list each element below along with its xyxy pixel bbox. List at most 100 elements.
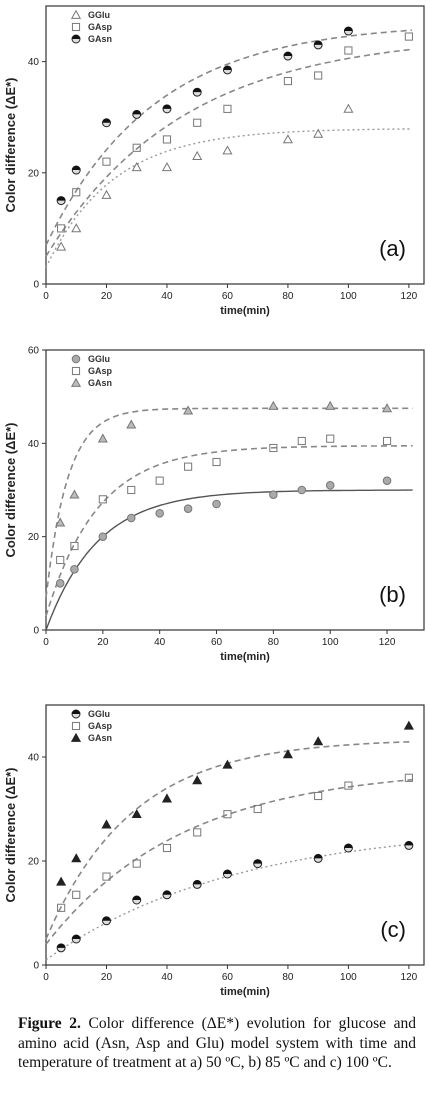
x-tick-label: 120 <box>401 291 418 302</box>
x-tick-label: 100 <box>322 637 339 648</box>
data-point-gasn <box>126 419 137 429</box>
chart-panel-2: 0 20 40 60 80 100 120 0 20 40 60 time(min) Color dif… <box>3 346 425 663</box>
data-point-gglu <box>132 895 142 905</box>
panel-label: (a) <box>379 236 406 261</box>
x-tick-label: 80 <box>268 637 280 648</box>
legend-label-gasn: GAsn <box>88 733 112 743</box>
data-point-gasp <box>344 781 353 790</box>
data-point-gasn <box>192 87 202 97</box>
y-axis-label: Color difference (ΔE*) <box>3 767 18 902</box>
data-point-gasp <box>404 773 413 782</box>
legend-marker-gasn <box>70 732 82 742</box>
data-point-gasn <box>101 819 112 829</box>
data-point-gasn <box>382 403 393 413</box>
x-tick-label: 60 <box>222 291 234 302</box>
data-point-gglu <box>71 934 81 944</box>
legend-marker-gglu <box>71 354 81 364</box>
data-point-gasn <box>132 109 142 119</box>
x-tick-label: 100 <box>340 972 357 983</box>
y-axis-label: Color difference (ΔE*) <box>3 422 18 557</box>
y-tick-label: 20 <box>28 168 40 179</box>
data-point-gasn <box>71 165 81 175</box>
y-tick-label: 20 <box>28 532 40 543</box>
data-point-gglu <box>325 481 335 490</box>
data-point-gasn <box>268 400 279 410</box>
x-tick-label: 40 <box>161 291 173 302</box>
y-tick-label: 60 <box>28 346 40 357</box>
data-point-gglu <box>222 145 233 155</box>
data-point-gasp <box>70 541 79 551</box>
legend-label-gglu: GGlu <box>88 10 110 20</box>
x-tick-label: 120 <box>379 637 396 648</box>
data-point-gasn <box>71 853 82 863</box>
data-point-gglu <box>222 869 232 879</box>
fit-curve-gasn <box>45 407 413 598</box>
data-point-gasn <box>69 489 80 499</box>
data-point-gglu <box>70 565 79 574</box>
x-tick-label: 20 <box>101 291 113 302</box>
data-point-gglu <box>55 579 65 588</box>
data-point-gasn <box>222 759 233 769</box>
x-axis-label: time(min) <box>220 986 270 998</box>
data-point-gglu <box>313 853 323 863</box>
legend-marker-gasn <box>70 377 82 387</box>
data-point-gglu <box>282 134 293 144</box>
data-point-gglu <box>404 840 414 850</box>
data-point-gglu <box>183 504 193 513</box>
data-point-gglu <box>343 843 353 853</box>
data-point-gasp <box>404 32 413 41</box>
x-tick-label: 120 <box>401 972 418 983</box>
data-point-gglu <box>297 485 307 495</box>
data-point-gasn <box>97 433 108 443</box>
data-point-gglu <box>101 916 111 926</box>
data-point-gglu <box>212 499 221 509</box>
data-point-gasn <box>283 51 293 61</box>
data-point-gasp <box>223 810 232 819</box>
legend-marker-gglu <box>70 9 82 19</box>
data-point-gasp <box>132 859 141 868</box>
data-point-gglu <box>269 490 278 499</box>
data-point-gasn <box>55 517 66 527</box>
data-point-gasp <box>57 224 66 233</box>
data-point-gasn <box>325 400 336 410</box>
data-point-gglu <box>343 103 354 113</box>
data-point-gasn <box>222 65 232 75</box>
data-point-gasp <box>193 118 202 127</box>
legend-label-gglu: GGlu <box>88 709 110 719</box>
x-tick-label: 40 <box>161 972 173 983</box>
x-tick-label: 20 <box>101 972 113 983</box>
data-point-gasp <box>314 71 323 80</box>
y-tick-label: 0 <box>33 280 39 291</box>
data-point-gasp <box>326 434 335 443</box>
data-point-gglu <box>56 241 67 251</box>
legend-marker-gasp <box>71 721 81 731</box>
fit-curve-gglu <box>45 843 412 961</box>
data-point-gglu <box>131 162 142 172</box>
data-point-gglu <box>126 513 136 523</box>
data-point-gasp <box>223 104 232 113</box>
data-point-gasn <box>131 808 142 819</box>
data-point-gasn <box>56 876 67 886</box>
data-point-gglu <box>162 890 172 900</box>
x-tick-label: 80 <box>282 972 294 983</box>
data-point-gasn <box>313 40 323 50</box>
fit-curve-gasn <box>45 29 412 246</box>
data-point-gglu <box>161 162 173 172</box>
data-point-gglu <box>382 476 392 485</box>
data-point-gasp <box>253 804 262 814</box>
panel-label: (b) <box>379 582 406 607</box>
x-axis-label: time(min) <box>220 651 270 663</box>
chart-panel-3: 0 20 40 60 80 100 120 0 20 40 time(min) Color diffe… <box>3 704 425 998</box>
figure-canvas: 0 20 40 60 80 100 120 0 20 40 time(min) Color diffe… <box>3 5 425 998</box>
caption-label: Figure 2. <box>18 1015 81 1032</box>
y-axis-label: Color difference (ΔE*) <box>3 77 18 212</box>
data-point-gasp <box>283 76 292 86</box>
legend-label-gglu: GGlu <box>88 354 110 364</box>
x-tick-label: 80 <box>282 291 294 302</box>
x-tick-label: 0 <box>43 291 49 302</box>
y-tick-label: 40 <box>28 753 40 764</box>
data-point-gasp <box>193 828 202 837</box>
data-point-gglu <box>192 879 202 889</box>
data-point-gglu <box>313 128 324 138</box>
legend-label-gasp: GAsp <box>88 721 113 731</box>
